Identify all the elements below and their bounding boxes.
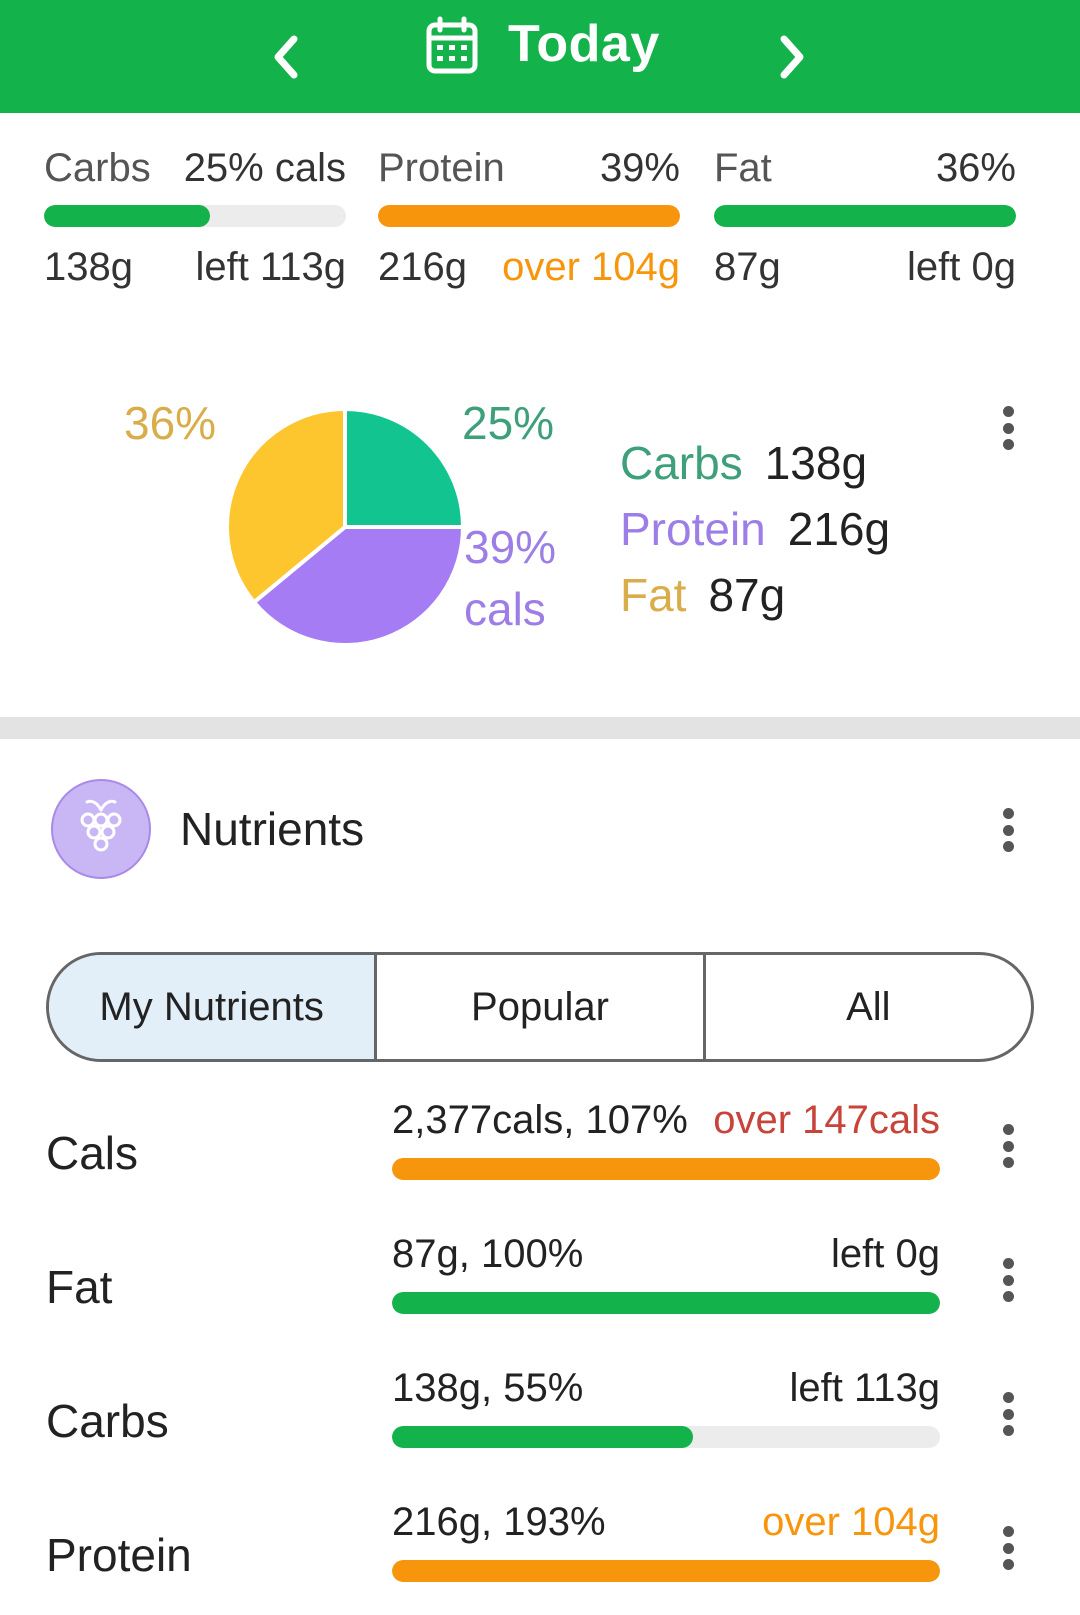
tab-popular[interactable]: Popular xyxy=(374,955,702,1059)
nutrient-more-options-icon[interactable] xyxy=(988,1384,1028,1444)
nutrient-status: left 113g xyxy=(789,1366,941,1410)
macro-grams: 138g xyxy=(44,245,133,289)
pie-label-unit: cals xyxy=(464,583,546,635)
legend-value: 138g xyxy=(764,437,868,489)
section-divider xyxy=(0,717,1080,739)
macro-pie-chart xyxy=(225,407,465,647)
nutrient-row-protein[interactable]: Protein 216g, 193% over 104g xyxy=(0,1500,1080,1615)
nutrient-status: over 104g xyxy=(762,1500,940,1544)
chevron-left-icon[interactable] xyxy=(256,22,316,92)
nutrient-value: 2,377cals, 107% xyxy=(392,1098,688,1142)
legend-item-carbs: Carbs 138g xyxy=(620,430,890,496)
macro-percent: 25% cals xyxy=(183,146,346,190)
nutrient-value: 216g, 193% xyxy=(392,1500,606,1544)
nutrients-tab-control: My Nutrients Popular All xyxy=(46,952,1034,1062)
nutrient-row-cals[interactable]: Cals 2,377cals, 107% over 147cals xyxy=(0,1098,1080,1218)
nutrient-progress-bar xyxy=(392,1158,940,1180)
macro-grams: 216g xyxy=(378,245,467,289)
nutrients-more-options-icon[interactable] xyxy=(988,800,1028,860)
legend-value: 216g xyxy=(787,503,891,555)
nutrient-status: over 147cals xyxy=(713,1098,940,1142)
chart-more-options-icon[interactable] xyxy=(988,398,1028,458)
macro-progress-bar xyxy=(378,205,680,227)
macro-percent: 39% xyxy=(599,146,680,190)
nutrient-progress-fill xyxy=(392,1292,940,1314)
grape-icon xyxy=(51,779,151,879)
chevron-right-icon[interactable] xyxy=(762,22,822,92)
legend-item-protein: Protein 216g xyxy=(620,496,890,562)
pie-slice-protein xyxy=(252,525,465,647)
nutrient-name: Carbs xyxy=(46,1395,169,1447)
legend-name: Fat xyxy=(620,569,687,621)
macro-name: Carbs xyxy=(44,146,151,190)
pie-label-fat: 36% xyxy=(124,397,217,449)
legend-item-fat: Fat 87g xyxy=(620,562,890,628)
nutrient-more-options-icon[interactable] xyxy=(988,1250,1028,1310)
macro-summary-carbs: Carbs 25% cals 138g left 113g xyxy=(44,146,346,290)
nutrient-name: Fat xyxy=(46,1261,113,1313)
nutrient-row-fat[interactable]: Fat 87g, 100% left 0g xyxy=(0,1232,1080,1352)
legend-value: 87g xyxy=(708,569,786,621)
pie-label-protein: 39% cals xyxy=(464,516,556,640)
nutrient-progress-bar xyxy=(392,1426,940,1448)
nutrient-more-options-icon[interactable] xyxy=(988,1518,1028,1578)
nutrient-progress-bar xyxy=(392,1560,940,1582)
legend-name: Protein xyxy=(620,503,766,555)
macro-progress-bar xyxy=(44,205,346,227)
tab-my-nutrients[interactable]: My Nutrients xyxy=(49,955,375,1059)
macro-summary-fat: Fat 36% 87g left 0g xyxy=(714,146,1016,290)
macro-status: over 104g xyxy=(502,245,680,289)
top-bar: Today xyxy=(0,0,1080,113)
tab-all[interactable]: All xyxy=(702,955,1031,1059)
macro-progress-fill xyxy=(714,205,1016,227)
nutrient-name: Cals xyxy=(46,1127,139,1179)
macro-grams: 87g xyxy=(714,245,781,289)
nutrient-value: 87g, 100% xyxy=(392,1232,584,1276)
macro-progress-fill xyxy=(44,205,211,227)
legend-name: Carbs xyxy=(620,437,743,489)
date-title[interactable]: Today xyxy=(508,15,660,73)
nutrient-progress-fill xyxy=(392,1158,940,1180)
macro-percent: 36% xyxy=(935,146,1016,190)
macro-progress-bar xyxy=(714,205,1016,227)
nutrient-progress-fill xyxy=(392,1426,694,1448)
macro-name: Protein xyxy=(378,146,505,190)
nutrient-more-options-icon[interactable] xyxy=(988,1116,1028,1176)
macro-name: Fat xyxy=(714,146,772,190)
nutrient-value: 138g, 55% xyxy=(392,1366,584,1410)
pie-slice-carbs xyxy=(343,407,465,529)
macro-status: left 0g xyxy=(907,245,1016,289)
macro-status: left 113g xyxy=(195,245,347,289)
nutrient-status: left 0g xyxy=(831,1232,940,1276)
nutrient-row-carbs[interactable]: Carbs 138g, 55% left 113g xyxy=(0,1366,1080,1486)
pie-label-carbs: 25% xyxy=(462,397,555,449)
macro-summary-protein: Protein 39% 216g over 104g xyxy=(378,146,680,290)
nutrient-progress-bar xyxy=(392,1292,940,1314)
calendar-icon[interactable] xyxy=(424,16,480,76)
pie-legend: Carbs 138g Protein 216g Fat 87g xyxy=(620,430,890,628)
pie-label-protein-percent: 39% xyxy=(464,521,557,573)
nutrients-title: Nutrients xyxy=(180,803,365,855)
nutrient-name: Protein xyxy=(46,1529,192,1581)
nutrient-progress-fill xyxy=(392,1560,940,1582)
macro-progress-fill xyxy=(378,205,680,227)
pie-slice-fat xyxy=(225,407,347,605)
